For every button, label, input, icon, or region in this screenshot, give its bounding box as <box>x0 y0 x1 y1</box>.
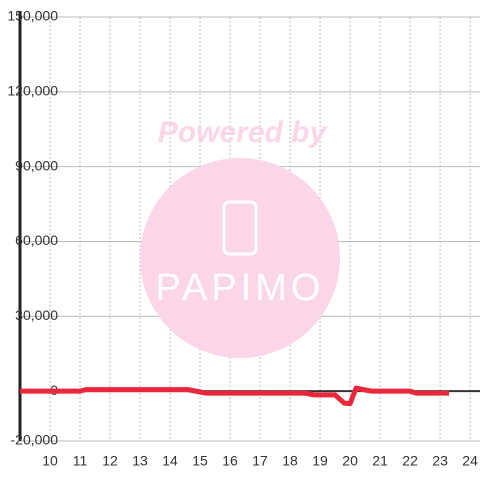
x-tick-label: 20 <box>342 453 358 469</box>
y-tick-label: 120,000 <box>7 83 58 99</box>
watermark-logo: PAPIMO <box>156 267 325 309</box>
x-tick-label: 11 <box>73 453 88 469</box>
x-tick-label: 24 <box>462 453 478 469</box>
x-tick-label: 16 <box>222 453 238 469</box>
x-tick-label: 15 <box>192 453 208 469</box>
x-tick-label: 21 <box>372 453 388 469</box>
x-tick-label: 14 <box>162 453 178 469</box>
x-tick-label: 22 <box>402 453 418 469</box>
x-tick-label: 23 <box>432 453 448 469</box>
x-tick-label: 13 <box>132 453 148 469</box>
x-tick-label: 12 <box>102 453 118 469</box>
y-tick-label: 60,000 <box>15 232 58 248</box>
y-tick-label: 30,000 <box>15 307 58 323</box>
y-tick-label: -20,000 <box>11 432 59 448</box>
watermark-phone <box>222 200 258 256</box>
x-tick-label: 17 <box>252 453 268 469</box>
x-tick-label: 18 <box>282 453 298 469</box>
y-tick-label: 90,000 <box>15 157 58 173</box>
y-tick-label: 150,000 <box>7 8 58 24</box>
watermark-circle <box>140 158 340 358</box>
x-tick-label: 10 <box>42 453 58 469</box>
watermark-text: Powered by <box>158 116 328 149</box>
data-line <box>20 385 450 407</box>
x-tick-label: 19 <box>312 453 328 469</box>
